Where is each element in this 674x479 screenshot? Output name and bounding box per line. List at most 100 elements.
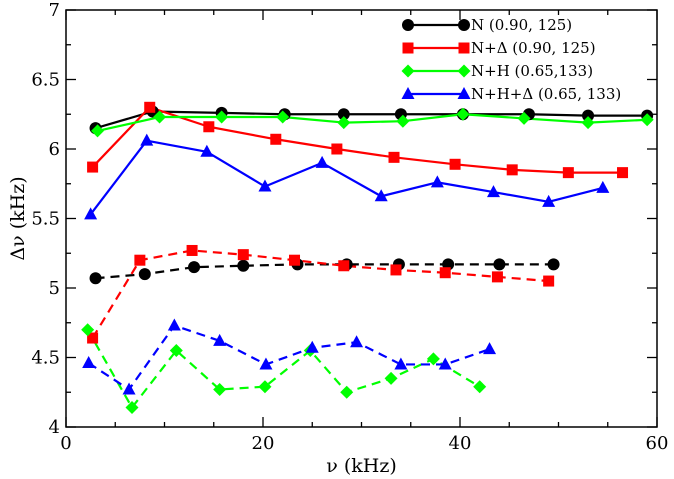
y-tick-label: 5.5 [31,209,60,230]
data-point-n-h-0-65-133 [215,110,229,124]
data-point-n-h-0-65-133-dashed [169,344,183,358]
data-point-n-0-90-125-dashed [237,259,250,272]
data-point-n-h-0-65-133 [258,179,272,192]
series-lines [86,106,648,409]
series-line-n-h-0-65-133-dashed [86,329,481,409]
data-point-n-h-0-65-133 [315,155,329,168]
data-point-n-0-90-125-dashed [491,271,503,283]
y-tick-label: 6 [49,139,60,160]
data-point-n-h-0-65-133-dashed [426,352,440,366]
data-point-n-h-0-65-133-dashed [82,356,96,369]
legend-marker-n-h-0-65-133 [457,64,471,78]
data-point-n-h-0-65-133 [596,180,610,193]
data-point-n-0-90-125-dashed [289,254,301,266]
axis-ticks [65,9,658,428]
data-point-n-0-90-125-dashed [186,244,198,256]
data-point-n-0-90-125-dashed [188,261,201,274]
x-tick-label: 60 [646,433,669,454]
data-point-n-h-0-65-133-dashed [350,335,364,348]
data-point-n-h-0-65-133 [430,175,444,188]
data-point-n-0-90-125-dashed [439,267,451,279]
legend-label-n-0-90-125: N+Δ (0.90, 125) [471,39,596,57]
y-tick-label: 4 [49,417,60,438]
data-point-n-h-0-65-133-dashed [213,333,227,346]
data-point-n-h-0-65-133-dashed [122,382,136,395]
series-line-n-h-0-65-133-dashed [88,324,490,391]
legend-label-n-h-0-65-133: N+H (0.65,133) [471,62,593,80]
y-tick-label: 6.5 [31,70,60,91]
legend-marker-n-0-90-125 [458,42,470,54]
data-point-n-0-90-125-dashed [134,254,146,266]
legend-marker-n-h-0-65-133 [401,64,415,78]
data-point-n-0-90-125 [449,158,461,170]
data-point-n-h-0-65-133 [276,110,290,124]
data-point-n-h-0-65-133 [374,189,388,202]
data-point-n-h-0-65-133 [84,207,98,220]
legend: N (0.90, 125) N+Δ (0.90, 125) N+H (0.65,13… [401,16,621,103]
y-tick-label: 4.5 [31,348,60,369]
data-point-n-0-90-125 [87,161,99,173]
data-point-n-0-90-125 [388,151,400,163]
data-point-n-0-90-125-dashed [89,272,102,285]
data-point-n-h-0-65-133-dashed [213,382,227,396]
series-line-n-h-0-65-133 [89,139,604,215]
data-point-n-0-90-125 [203,121,215,133]
data-point-n-h-0-65-133-dashed [394,357,408,370]
data-point-n-h-0-65-133-dashed [125,401,139,415]
legend-marker-n-0-90-125 [402,42,414,54]
data-point-n-h-0-65-133 [153,110,167,124]
data-point-n-h-0-65-133 [542,194,556,207]
tick-labels: 0 20 40 60 4 4.5 5 5.5 6 6.5 7 [31,0,668,454]
legend-marker-n-h-0-65-133 [457,87,471,99]
series-line-n-0-90-125 [95,110,648,130]
legend-marker-n-h-0-65-133 [401,87,415,99]
series-markers [81,101,654,415]
data-point-n-0-90-125 [337,108,350,121]
data-point-n-0-90-125 [270,133,282,145]
y-tick-label: 5 [49,278,60,299]
data-point-n-0-90-125-dashed [138,268,151,281]
data-point-n-h-0-65-133 [486,185,500,198]
data-point-n-0-90-125 [506,164,518,176]
data-point-n-0-90-125-dashed [547,258,560,271]
data-point-n-h-0-65-133-dashed [473,380,487,394]
data-point-n-0-90-125-dashed [338,260,350,272]
data-point-n-h-0-65-133-dashed [81,323,95,337]
data-point-n-h-0-65-133 [396,114,410,128]
data-point-n-h-0-65-133 [640,113,654,127]
data-point-n-h-0-65-133 [581,116,595,130]
data-point-n-0-90-125 [617,167,629,179]
x-tick-label: 40 [449,433,472,454]
legend-label-n-0-90-125: N (0.90, 125) [471,16,572,34]
data-point-n-h-0-65-133-dashed [384,371,398,385]
x-tick-label: 0 [60,433,71,454]
data-point-n-0-90-125-dashed [543,275,555,287]
series-line-n-0-90-125-dashed [91,249,549,339]
data-point-n-h-0-65-133-dashed [259,357,273,370]
data-point-n-h-0-65-133 [140,133,154,146]
legend-marker-n-0-90-125 [458,19,470,31]
legend-label-n-h-0-65-133: N+H+Δ (0.65, 133) [471,85,621,103]
data-point-n-h-0-65-133 [337,116,351,130]
data-point-n-h-0-65-133-dashed [305,340,319,353]
data-point-n-h-0-65-133-dashed [340,385,354,399]
data-point-n-0-90-125-dashed [493,258,506,271]
data-point-n-0-90-125 [562,167,574,179]
legend-marker-n-0-90-125 [402,19,414,31]
data-point-n-0-90-125-dashed [87,332,99,344]
data-point-n-0-90-125 [331,143,343,155]
y-axis-label: Δν (kHz) [7,176,29,260]
data-point-n-h-0-65-133-dashed [438,357,452,370]
data-point-n-h-0-65-133 [91,124,105,138]
x-axis-label: ν (kHz) [326,455,397,477]
data-point-n-h-0-65-133-dashed [167,318,181,331]
data-point-n-h-0-65-133 [200,144,214,157]
data-point-n-h-0-65-133 [456,107,470,121]
x-tick-label: 20 [252,433,275,454]
data-point-n-0-90-125-dashed [237,249,249,261]
data-point-n-0-90-125-dashed [390,264,402,276]
data-point-n-h-0-65-133-dashed [258,380,272,394]
data-point-n-h-0-65-133-dashed [483,342,497,355]
data-point-n-0-90-125 [144,101,156,113]
